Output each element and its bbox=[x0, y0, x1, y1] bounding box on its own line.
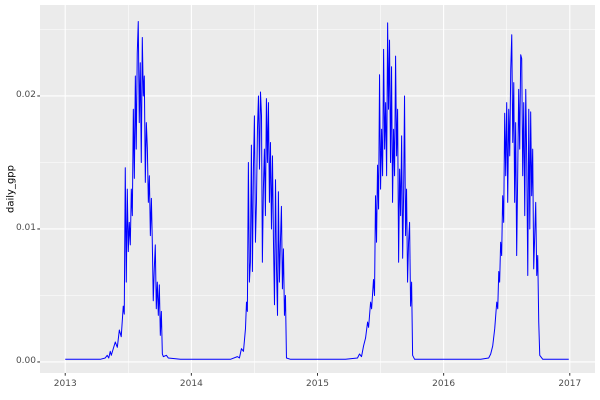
series-line-daily_gpp bbox=[65, 20, 569, 360]
y-tick-label: 0.01 bbox=[15, 223, 36, 234]
x-tick-label: 2015 bbox=[306, 379, 329, 389]
y-tick-label: 0.02 bbox=[15, 90, 36, 101]
x-tick-label: 2013 bbox=[53, 379, 77, 389]
y-tick-label: 0.00 bbox=[15, 356, 36, 367]
y-axis-title: daily_gpp bbox=[5, 165, 17, 213]
x-tick-label: 2014 bbox=[179, 379, 203, 389]
x-tick-label: 2016 bbox=[432, 379, 456, 389]
x-tick-label: 2017 bbox=[558, 379, 582, 389]
